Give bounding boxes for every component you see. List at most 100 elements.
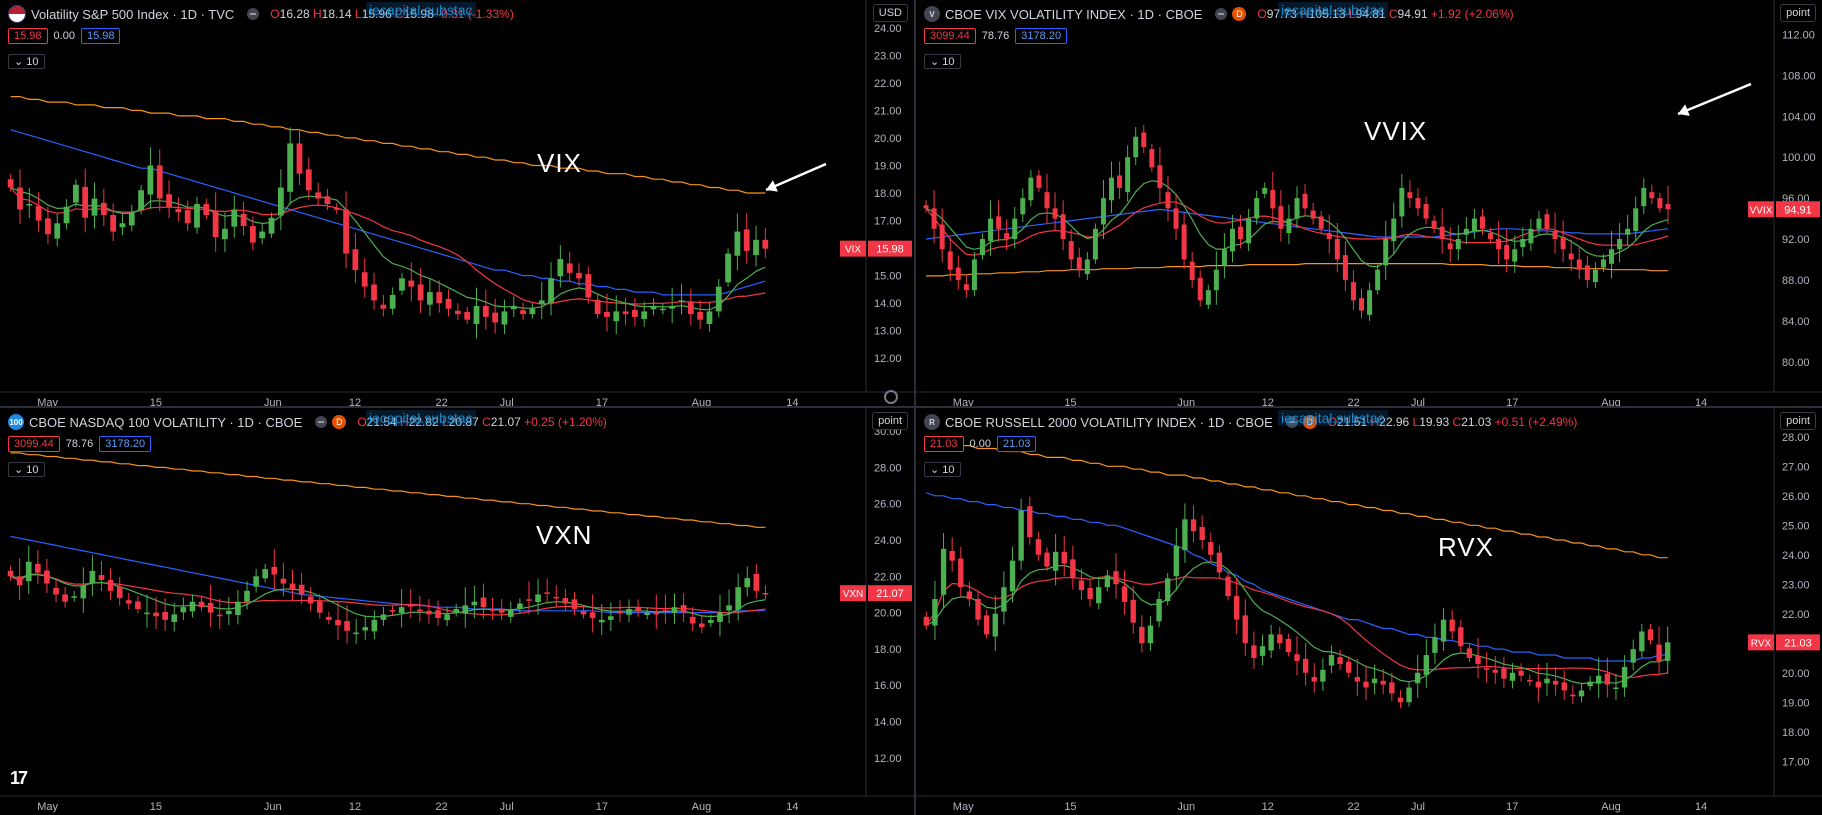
symbol-header[interactable]: 100 CBOE NASDAQ 100 VOLATILITY · 1D · CB… (8, 413, 607, 431)
candle (678, 284, 685, 315)
scale-mode-button[interactable]: point (872, 412, 908, 430)
candle-body (1568, 253, 1574, 260)
chart-svg[interactable]: 17.0018.0019.0020.0021.0022.0023.0024.00… (916, 408, 1822, 815)
arrow-annotation-line (765, 162, 827, 192)
candle (689, 607, 696, 632)
candle-body (119, 223, 126, 228)
candle-body (362, 627, 369, 631)
candle (589, 594, 596, 633)
candle-body (1449, 619, 1455, 632)
candle (613, 295, 620, 335)
candle-body (1268, 634, 1274, 651)
candle (326, 611, 332, 625)
candle (492, 298, 499, 334)
indicator-value-1: 3099.44 (924, 28, 976, 44)
symbol-header[interactable]: V CBOE VIX VOLATILITY INDEX · 1D · CBOE … (924, 5, 1514, 23)
candle-body (389, 610, 396, 612)
eye-icon[interactable] (1285, 416, 1298, 428)
ma-length-toggle[interactable]: ⌄ 10 (8, 462, 45, 477)
candle-body (1139, 626, 1145, 644)
candle (1609, 230, 1615, 279)
candle-body (734, 231, 741, 256)
candle (1113, 553, 1119, 599)
candle-body (7, 570, 14, 577)
x-tick-label: May (953, 397, 974, 406)
x-tick-label: 22 (436, 801, 448, 813)
candle (762, 228, 769, 259)
candle (435, 600, 441, 626)
arrow-annotation-head (766, 180, 778, 192)
chart-svg[interactable]: 12.00 14.00 16.00 18.00 20.00 22.00 24.00 26.00… (0, 408, 914, 815)
symbol-header[interactable]: Volatility S&P 500 Index · 1D · TVC O16.… (8, 5, 514, 23)
candle (566, 251, 573, 283)
candle-body (1225, 576, 1231, 597)
symbol-title[interactable]: CBOE RUSSELL 2000 VOLATILITY INDEX · 1D … (945, 414, 1273, 430)
candle (1189, 251, 1195, 288)
candle (1431, 215, 1437, 234)
candle (1302, 642, 1309, 686)
ma-length-toggle[interactable]: ⌄ 10 (8, 54, 45, 69)
eye-icon[interactable] (1215, 8, 1228, 20)
candle-body (1535, 681, 1542, 688)
candle-body (98, 575, 105, 580)
candle-body (1165, 192, 1171, 209)
ma10-line (10, 573, 766, 618)
candle-body (125, 600, 132, 604)
candle (1199, 515, 1205, 550)
candle (529, 303, 536, 319)
candle-body (1285, 639, 1292, 653)
last-price-tag (868, 585, 912, 602)
scale-mode-button[interactable]: point (1780, 4, 1816, 22)
candle (335, 601, 341, 640)
candle (1509, 663, 1516, 689)
chevron-down-icon: ⌄ (930, 56, 940, 68)
eye-icon[interactable] (315, 416, 328, 428)
tradingview-logo[interactable]: 17 (10, 768, 28, 788)
gear-icon[interactable] (884, 390, 898, 404)
candle-body (1199, 526, 1205, 540)
chart-panel-vxn[interactable]: 12.00 14.00 16.00 18.00 20.00 22.00 24.00 26.00… (0, 408, 914, 815)
candle (1483, 652, 1490, 683)
symbol-header[interactable]: R CBOE RUSSELL 2000 VOLATILITY INDEX · 1… (924, 413, 1577, 431)
chart-svg[interactable]: 12.0013.0014.0015.0016.0017.0018.0019.00… (0, 0, 914, 406)
candle (408, 262, 415, 302)
candle-body (1052, 551, 1059, 571)
candle-body (644, 612, 651, 616)
candle-body (535, 594, 541, 603)
symbol-title[interactable]: CBOE VIX VOLATILITY INDEX · 1D · CBOE (945, 6, 1203, 22)
currency-button[interactable]: USD (872, 4, 908, 22)
ma-length-toggle[interactable]: ⌄ 10 (924, 462, 961, 477)
chart-panel-rvx[interactable]: 17.0018.0019.0020.0021.0022.0023.0024.00… (916, 408, 1822, 815)
y-tick-label: 24.00 (874, 535, 902, 547)
candle-body (1246, 218, 1252, 244)
candle-body (1389, 682, 1395, 694)
candle (1125, 145, 1131, 202)
symbol-title[interactable]: Volatility S&P 500 Index · 1D · TVC (31, 6, 235, 22)
x-tick-label: Aug (692, 397, 712, 406)
candle-body (1439, 226, 1445, 240)
chart-panel-vix[interactable]: 12.0013.0014.0015.0016.0017.0018.0019.00… (0, 0, 914, 406)
chart-svg[interactable]: 80.0084.0088.0092.0096.00100.00104.00108… (916, 0, 1822, 406)
candle-body (1076, 257, 1082, 270)
candle-body (923, 205, 929, 209)
y-tick-label: 20.00 (1782, 668, 1810, 680)
eye-icon[interactable] (247, 8, 260, 20)
symbol-title[interactable]: CBOE NASDAQ 100 VOLATILITY · 1D · CBOE (29, 414, 303, 430)
horizontal-divider[interactable] (0, 406, 1822, 408)
candle (598, 603, 605, 636)
candle (1149, 143, 1155, 172)
candle (1221, 233, 1227, 279)
candle-body (1406, 687, 1412, 703)
candle-body (482, 305, 489, 317)
candle (207, 584, 214, 628)
ma-length-toggle[interactable]: ⌄ 10 (924, 54, 961, 69)
scale-mode-button[interactable]: point (1780, 412, 1816, 430)
candle-body (194, 204, 200, 228)
chart-panel-vvix[interactable]: 80.00 84.00 88.00 92.00 96.00 100.00 104.00 108… (916, 0, 1822, 406)
candle-body (622, 311, 629, 315)
candle (1552, 212, 1558, 254)
x-tick-label: 14 (786, 397, 798, 406)
y-tick-label: 28.00 (874, 462, 902, 474)
x-tick-label: 17 (1506, 801, 1518, 813)
candle (1520, 227, 1526, 257)
